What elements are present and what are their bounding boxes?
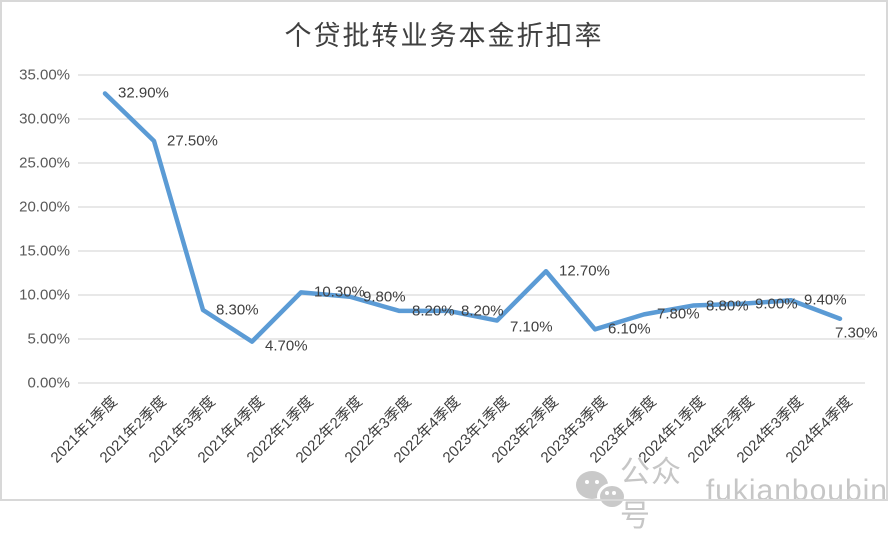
data-point-label: 8.80% <box>706 297 749 315</box>
chart-title: 个贷批转业务本金折扣率 <box>284 21 604 52</box>
data-point-label: 6.10% <box>608 320 651 338</box>
data-point-label: 7.80% <box>657 305 700 323</box>
data-point-label: 12.70% <box>559 262 610 280</box>
data-point-label: 10.30% <box>314 283 365 301</box>
y-tick-label: 15.00% <box>19 242 70 260</box>
data-point-label: 27.50% <box>167 132 218 150</box>
y-tick-label: 5.00% <box>27 330 70 348</box>
y-tick-label: 20.00% <box>19 198 70 216</box>
data-point-label: 9.80% <box>363 288 406 306</box>
data-point-label: 7.30% <box>835 324 878 342</box>
watermark-account: fukianboubin <box>705 474 888 507</box>
y-tick-label: 35.00% <box>19 66 70 84</box>
y-tick-label: 30.00% <box>19 110 70 128</box>
data-point-label: 32.90% <box>118 84 169 102</box>
y-tick-label: 0.00% <box>27 374 70 392</box>
y-tick-label: 25.00% <box>19 154 70 172</box>
data-point-label: 8.20% <box>461 302 504 320</box>
watermark: 公众号 fukianboubin <box>576 447 888 535</box>
data-point-label: 8.20% <box>412 302 455 320</box>
data-point-label: 9.40% <box>804 291 847 309</box>
y-tick-label: 10.00% <box>19 286 70 304</box>
data-point-label: 7.10% <box>510 318 553 336</box>
data-point-label: 4.70% <box>265 337 308 355</box>
line-chart-plot <box>78 74 865 384</box>
series-line <box>102 91 843 344</box>
data-point-label: 8.30% <box>216 301 259 319</box>
wechat-icon <box>576 469 627 513</box>
data-point-label: 9.00% <box>755 295 798 313</box>
